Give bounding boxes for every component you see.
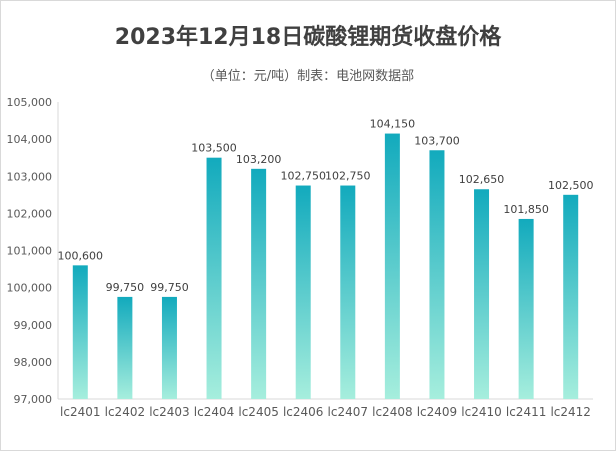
bar [251, 168, 267, 399]
data-label: 103,700 [414, 134, 460, 147]
bar [340, 185, 356, 399]
x-tick-label: lc2405 [238, 405, 278, 419]
y-tick-label: 102,000 [7, 207, 53, 220]
bar [384, 133, 400, 399]
x-tick-label: lc2410 [461, 405, 501, 419]
x-tick-label: lc2409 [417, 405, 457, 419]
data-label: 102,500 [548, 179, 594, 192]
y-tick-label: 103,000 [7, 170, 53, 183]
bar [474, 189, 490, 399]
x-tick-label: lc2401 [60, 405, 100, 419]
x-tick-label: lc2402 [105, 405, 145, 419]
x-tick-label: lc2406 [283, 405, 323, 419]
bar [206, 157, 222, 399]
data-label: 102,750 [325, 170, 371, 183]
x-tick-label: lc2404 [194, 405, 234, 419]
bar [429, 150, 445, 399]
y-tick-label: 105,000 [7, 96, 53, 109]
bar [72, 265, 88, 399]
x-tick-label: lc2407 [328, 405, 368, 419]
data-label: 100,600 [58, 249, 104, 262]
chart-subtitle: （单位：元/吨）制表：电池网数据部 [201, 69, 415, 84]
data-label: 101,850 [503, 203, 549, 216]
x-tick-label: lc2412 [550, 405, 590, 419]
bar [518, 218, 534, 399]
chart-title: 2023年12月18日碳酸锂期货收盘价格 [114, 25, 502, 50]
data-label: 99,750 [150, 281, 189, 294]
y-tick-label: 100,000 [7, 282, 53, 295]
y-tick-label: 101,000 [7, 245, 53, 258]
x-tick-label: lc2408 [372, 405, 412, 419]
data-label: 103,500 [191, 142, 237, 155]
data-label: 103,200 [236, 153, 282, 166]
x-tick-label: lc2403 [149, 405, 189, 419]
x-tick-label: lc2411 [506, 405, 546, 419]
bar [295, 185, 311, 399]
data-label: 99,750 [106, 281, 145, 294]
data-label: 102,650 [459, 173, 505, 186]
y-tick-label: 104,000 [7, 133, 53, 146]
y-tick-label: 99,000 [14, 319, 53, 332]
bar [161, 296, 177, 399]
data-label: 102,750 [280, 170, 326, 183]
bar [563, 194, 579, 399]
y-tick-label: 97,000 [14, 393, 53, 406]
y-tick-label: 98,000 [14, 356, 53, 369]
data-label: 104,150 [370, 118, 416, 131]
bar [117, 296, 133, 399]
